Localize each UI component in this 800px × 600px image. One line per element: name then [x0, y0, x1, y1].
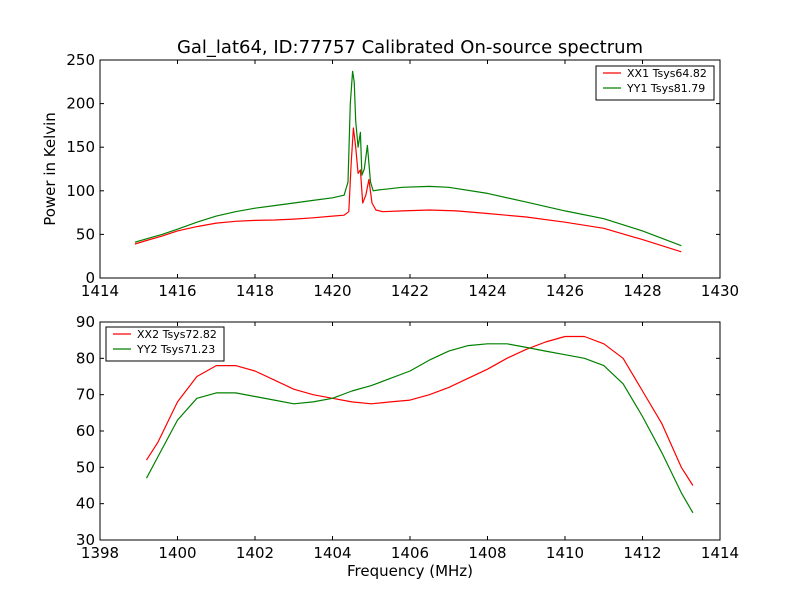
legend-label: YY1 Tsys81.79: [626, 82, 705, 95]
x-tick-label: 1406: [391, 544, 429, 562]
x-tick-label: 1408: [468, 544, 506, 562]
legend-box: [595, 65, 715, 101]
y-tick-label: 80: [76, 349, 95, 367]
legend-label: XX1 Tsys64.82: [627, 67, 707, 80]
top-plot-ylabel: Power in Kelvin: [41, 112, 59, 226]
y-tick-label: 50: [76, 458, 95, 476]
y-tick-label: 0: [85, 269, 95, 287]
y-tick-label: 70: [76, 386, 95, 404]
y-tick-label: 50: [76, 225, 95, 243]
x-tick-label: 1402: [236, 544, 274, 562]
x-tick-label: 1414: [701, 544, 739, 562]
x-tick-label: 1420: [313, 282, 351, 300]
x-tick-label: 1398: [81, 544, 119, 562]
x-tick-label: 1412: [623, 544, 661, 562]
legend-label: XX2 Tsys72.82: [137, 328, 217, 341]
y-tick-label: 90: [76, 313, 95, 331]
x-tick-label: 1428: [623, 282, 661, 300]
y-tick-label: 250: [66, 51, 95, 69]
x-tick-label: 1416: [158, 282, 196, 300]
x-tick-label: 1422: [391, 282, 429, 300]
x-tick-label: 1426: [546, 282, 584, 300]
bottom-plot: 1398 1400 1402 1404 1406 1408 1410 1412 1414 30 40…: [76, 313, 739, 562]
y-tick-label: 30: [76, 531, 95, 549]
x-tick-label: 1410: [546, 544, 584, 562]
y-tick-label: 40: [76, 495, 95, 513]
top-plot: 1414 1416 1418 1420 1422 1424 1426 1428 1430 0 50 1…: [66, 51, 739, 300]
series-line-2: [145, 343, 694, 514]
chart-title: Gal_lat64, ID:77757 Calibrated On-source…: [177, 37, 643, 58]
x-tick-label: 1404: [313, 544, 351, 562]
x-tick-label: 1430: [701, 282, 739, 300]
x-tick-label: 1418: [236, 282, 274, 300]
y-tick-label: 100: [66, 182, 95, 200]
legend: XX1 Tsys64.82 YY1 Tsys81.79: [595, 65, 715, 101]
bottom-plot-xlabel: Frequency (MHz): [347, 562, 473, 580]
legend-label: YY2 Tsys71.23: [136, 343, 215, 356]
legend-box: [105, 326, 225, 362]
series-line-1: [145, 335, 694, 486]
x-tick-label: 1414: [81, 282, 119, 300]
x-tick-label: 1400: [158, 544, 196, 562]
y-tick-label: 150: [66, 138, 95, 156]
x-tick-label: 1424: [468, 282, 506, 300]
y-tick-label: 200: [66, 95, 95, 113]
series-line-2: [134, 70, 682, 247]
series-line-1: [134, 127, 682, 253]
legend: XX2 Tsys72.82 YY2 Tsys71.23: [105, 326, 225, 362]
y-tick-label: 60: [76, 422, 95, 440]
